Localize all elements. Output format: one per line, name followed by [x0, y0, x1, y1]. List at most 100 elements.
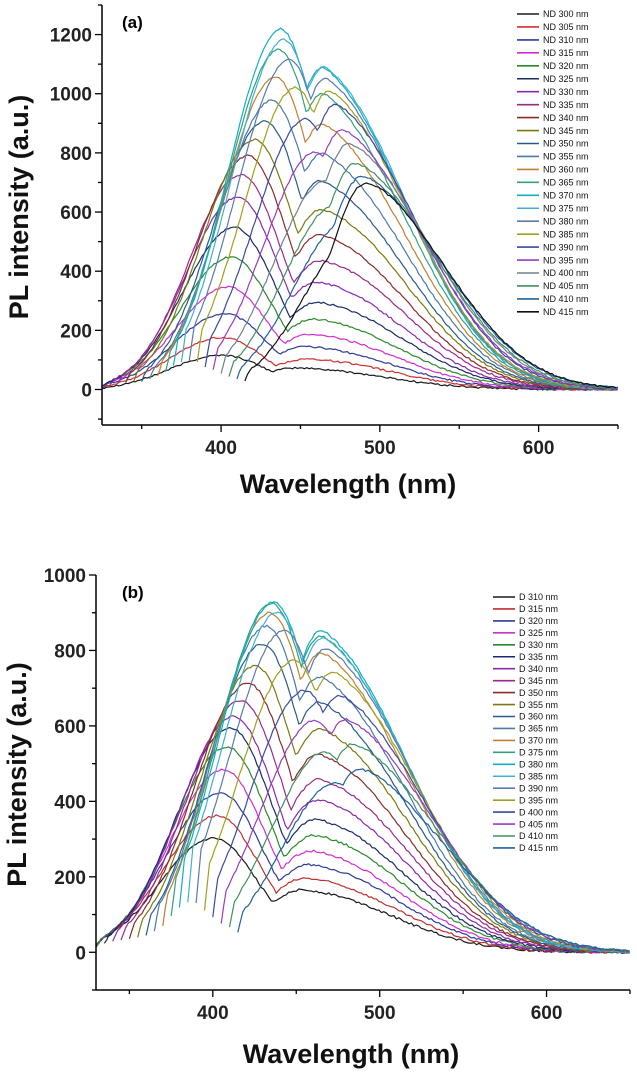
legend-entry: ND 390 nm — [543, 242, 589, 252]
series-line-d-330-nm — [96, 746, 630, 954]
series-line-d-365-nm — [153, 624, 630, 954]
legend-entry: D 415 nm — [519, 843, 558, 853]
y-tick-label: 1200 — [50, 26, 92, 47]
legend-entry: ND 405 nm — [543, 281, 589, 291]
y-tick-label: 1000 — [44, 566, 86, 587]
x-tick-label: 400 — [197, 1003, 229, 1024]
legend-entry: ND 380 nm — [543, 216, 589, 226]
legend-entry: D 345 nm — [519, 676, 558, 686]
legend-entry: D 340 nm — [519, 664, 558, 674]
legend-entry: ND 305 nm — [543, 22, 589, 32]
x-axis-title: Wavelength (nm) — [240, 469, 457, 499]
series-line-d-350-nm — [128, 682, 630, 954]
y-tick-label: 200 — [54, 868, 86, 889]
series-line-d-375-nm — [170, 602, 630, 953]
legend-entry: ND 395 nm — [543, 255, 589, 265]
legend-entry: ND 340 nm — [543, 113, 589, 123]
series-line-d-400-nm — [212, 689, 629, 953]
legend-entry: ND 410 nm — [543, 294, 589, 304]
y-axis-title: PL intensity (a.u.) — [4, 95, 34, 320]
legend-entry: D 400 nm — [519, 807, 558, 817]
series-line-d-315-nm — [96, 814, 630, 954]
legend-entry: ND 300 nm — [543, 9, 589, 19]
legend-entry: D 330 nm — [519, 640, 558, 650]
x-tick-label: 500 — [364, 1003, 396, 1024]
legend-entry: ND 345 nm — [543, 126, 589, 136]
y-tick-label: 0 — [81, 381, 92, 402]
legend-entry: ND 325 nm — [543, 74, 589, 84]
x-axis-title: Wavelength (nm) — [243, 1039, 460, 1069]
legend-entry: D 315 nm — [519, 604, 558, 614]
chart-panel-a: 0 200 400 600 800 1000 1200 400 500 600 Wavelength… — [4, 4, 619, 499]
series-line-d-395-nm — [203, 659, 630, 953]
y-tick-label: 600 — [54, 717, 86, 738]
series-line-d-345-nm — [120, 700, 630, 954]
legend-entry: ND 350 nm — [543, 139, 589, 149]
legend-entry: D 410 nm — [519, 831, 558, 841]
series-line-d-415-nm — [237, 768, 629, 953]
legend-entry: D 375 nm — [519, 748, 558, 758]
legend-entry: D 385 nm — [519, 771, 558, 781]
legend-entry: D 335 nm — [519, 652, 558, 662]
legend-entry: ND 385 nm — [543, 229, 589, 239]
legend-entry: D 350 nm — [519, 688, 558, 698]
legend-entry: ND 370 nm — [543, 191, 589, 201]
x-tick-label: 400 — [205, 438, 237, 459]
legend-entry: D 360 nm — [519, 712, 558, 722]
legend: D 310 nm D 315 nm D 320 nm D 325 nm D 330 nm… — [493, 592, 558, 853]
y-tick-label: 1000 — [50, 85, 92, 106]
legend-entry: D 380 nm — [519, 760, 558, 770]
legend-entry: D 320 nm — [519, 616, 558, 626]
legend-entry: ND 415 nm — [543, 307, 589, 317]
series-line-d-405-nm — [220, 717, 630, 952]
legend-entry: D 310 nm — [519, 592, 558, 602]
series-line-d-370-nm — [162, 611, 629, 953]
series-line-nd-400-nm — [220, 142, 617, 390]
series-line-nd-320-nm — [102, 256, 617, 391]
series-line-nd-415-nm — [244, 182, 617, 389]
series-lines — [96, 601, 630, 954]
y-tick-label: 200 — [60, 321, 92, 342]
series-line-nd-355-nm — [149, 99, 617, 391]
legend-entry: ND 335 nm — [543, 100, 589, 110]
series-lines — [102, 27, 618, 391]
legend-entry: D 365 nm — [519, 724, 558, 734]
series-line-d-410-nm — [228, 743, 630, 953]
series-line-nd-310-nm — [102, 313, 617, 391]
legend: ND 300 nm ND 305 nm ND 310 nm ND 315 nm ND 3… — [517, 9, 589, 317]
legend-entry: ND 355 nm — [543, 152, 589, 162]
chart-panel-b: 0 200 400 600 800 1000 400 500 600 Wavelength (nm… — [2, 566, 631, 1069]
legend-entry: ND 365 nm — [543, 178, 589, 188]
legend-entry: D 325 nm — [519, 628, 558, 638]
x-tick-label: 600 — [523, 438, 555, 459]
legend-entry: D 390 nm — [519, 783, 558, 793]
y-axis-title: PL intensity (a.u.) — [2, 662, 32, 887]
legend-entry: D 355 nm — [519, 700, 558, 710]
legend-entry: ND 315 nm — [543, 48, 589, 58]
legend-entry: D 395 nm — [519, 795, 558, 805]
legend-entry: ND 330 nm — [543, 87, 589, 97]
legend-entry: ND 320 nm — [543, 61, 589, 71]
legend-entry: ND 310 nm — [543, 35, 589, 45]
x-tick-label: 600 — [531, 1003, 563, 1024]
legend-entry: D 405 nm — [519, 819, 558, 829]
y-tick-label: 800 — [60, 144, 92, 165]
y-tick-label: 0 — [75, 943, 86, 964]
panel-label: (b) — [122, 583, 144, 602]
y-tick-label: 600 — [60, 203, 92, 224]
series-line-nd-365-nm — [164, 48, 618, 391]
x-tick-label: 500 — [364, 438, 396, 459]
panel-label: (a) — [122, 13, 143, 32]
series-line-nd-330-nm — [109, 196, 618, 391]
legend-entry: D 370 nm — [519, 736, 558, 746]
y-tick-label: 800 — [54, 641, 86, 662]
series-line-d-320-nm — [96, 792, 630, 954]
legend-entry: ND 400 nm — [543, 268, 589, 278]
legend-entry: ND 375 nm — [543, 203, 589, 213]
series-line-nd-360-nm — [157, 76, 618, 391]
y-tick-label: 400 — [54, 792, 86, 813]
series-line-d-390-nm — [195, 629, 630, 953]
legend-entry: ND 360 nm — [543, 165, 589, 175]
y-tick-label: 400 — [60, 262, 92, 283]
